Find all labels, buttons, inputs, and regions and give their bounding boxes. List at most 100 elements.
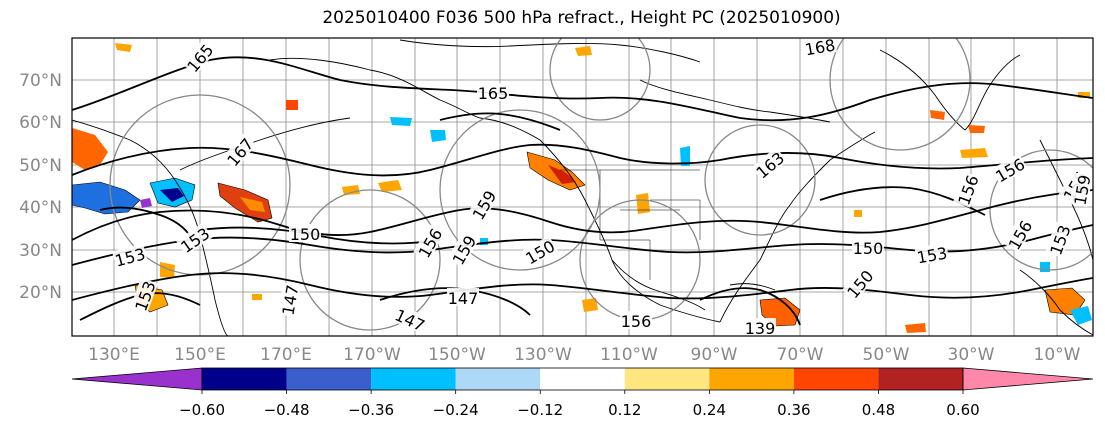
lon-label: 170°W [343, 345, 401, 365]
colorbar-segment [624, 368, 710, 390]
contour-label: 150 [852, 238, 884, 258]
colorbar-segment [202, 368, 287, 390]
contour-3 [72, 189, 1093, 241]
lon-label: 150°W [428, 345, 486, 365]
coast-na-east [719, 131, 876, 323]
shade-orange-atl [1044, 287, 1086, 316]
lon-label: 10°W [1034, 345, 1081, 365]
svg-text:159: 159 [1070, 173, 1094, 206]
svg-text:139: 139 [745, 319, 776, 338]
shade-orange-8 [905, 323, 926, 333]
contour-1 [72, 56, 1093, 122]
shade-orange-pacific-2 [240, 197, 265, 212]
colorbar-tick-label: 0.12 [608, 401, 641, 419]
colorbar-extend-low [71, 367, 203, 391]
shade-orange-1 [115, 43, 132, 52]
colorbar: −0.60 −0.48 −0.36 −0.24 −0.12 0.12 0.24 0.36 0.4… [71, 367, 1094, 419]
country-borders [560, 169, 701, 280]
coastlines [72, 39, 1093, 336]
colorbar-segment [371, 368, 456, 390]
svg-text:150: 150 [853, 239, 884, 258]
colorbar-tick-label: −0.24 [433, 401, 479, 419]
colorbar-tick-label: 0.60 [946, 401, 979, 419]
lon-label: 30°W [948, 345, 995, 365]
lon-label: 170°E [260, 345, 312, 365]
shade-orange-5 [960, 148, 988, 158]
colorbar-tick-label: 0.24 [693, 401, 726, 419]
lon-label: 130°E [88, 345, 140, 365]
shade-orange-sw2 [160, 262, 175, 278]
coast-hudson [639, 79, 831, 123]
coast-alaska [269, 57, 541, 141]
shade-blue-atl [1070, 306, 1092, 325]
contour-12 [99, 206, 191, 237]
shade-navy-asia [160, 188, 184, 202]
svg-text:150: 150 [290, 225, 321, 244]
lon-label: 110°W [600, 345, 658, 365]
shade-orange-9 [636, 193, 650, 214]
colorbar-tick-label: −0.36 [348, 401, 394, 419]
colorbar-tick-label: −0.12 [517, 401, 563, 419]
svg-text:156: 156 [621, 312, 652, 331]
coast-aleutians [179, 117, 351, 171]
coast-mexico [611, 259, 706, 311]
contour-10 [699, 287, 801, 326]
contour-5 [72, 272, 1093, 301]
pc-circles [109, 38, 1093, 331]
contour-label: 159 [1069, 172, 1094, 208]
contour-label: 147 [447, 288, 479, 308]
shade-blue-asia-1 [72, 181, 141, 215]
map-title: 2025010400 F036 500 hPa refract., Height… [322, 8, 841, 28]
shade-blue-1 [430, 130, 446, 142]
map-frame [71, 37, 1094, 337]
contour-label: 150 [289, 224, 321, 244]
lat-label: 20°N [19, 283, 62, 303]
coast-arctic [399, 39, 701, 63]
contour-label: 153 [914, 242, 950, 268]
shade-blue-3 [680, 146, 690, 166]
contour-label: 168 [802, 35, 838, 60]
contour-label: 139 [744, 318, 776, 338]
colorbar-segment [878, 368, 963, 390]
shade-red-gulf [548, 165, 576, 184]
contour-label: 156 [620, 311, 652, 331]
colorbar-segment [455, 368, 541, 390]
colorbar-frame [201, 367, 964, 391]
svg-text:165: 165 [478, 84, 509, 103]
lon-label: 50°W [863, 345, 910, 365]
shade-orange-2 [575, 46, 592, 56]
shade-purple-asia [140, 198, 152, 208]
shade-orange-7 [930, 110, 945, 120]
shade-orange-11 [582, 298, 598, 312]
lat-label: 60°N [19, 113, 62, 133]
lon-label: 150°E [174, 345, 226, 365]
colorbar-tick-label: 0.48 [862, 401, 895, 419]
lat-label: 50°N [19, 156, 62, 176]
contour-11 [439, 112, 561, 131]
lat-label: 30°N [19, 241, 62, 261]
latitude-labels: 70°N 60°N 50°N 40°N 30°N 20°N [19, 71, 62, 303]
contour-4 [72, 224, 1093, 266]
colorbar-segment [286, 368, 372, 390]
colorbar-tick-label: −0.60 [179, 401, 225, 419]
lon-label: 130°W [514, 345, 572, 365]
shade-orange-10 [286, 100, 298, 110]
shade-orange-pacific [72, 128, 108, 170]
colorbar-tick-label: −0.48 [264, 401, 310, 419]
coast-greenland [879, 49, 1021, 131]
colorbar-segment [793, 368, 879, 390]
lat-label: 70°N [19, 71, 62, 91]
lon-label: 90°W [691, 345, 738, 365]
shade-orange-4 [378, 180, 402, 192]
shade-orange-12 [252, 294, 262, 300]
lat-label: 40°N [19, 198, 62, 218]
colorbar-extend-high [962, 367, 1094, 391]
svg-text:168: 168 [803, 35, 836, 59]
shade-blue-2 [390, 117, 412, 126]
contour-label: 165 [477, 83, 509, 103]
coast-asia [72, 119, 229, 336]
coast-cuba [729, 283, 776, 291]
svg-text:147: 147 [448, 289, 479, 308]
shade-orange-6 [968, 125, 985, 133]
